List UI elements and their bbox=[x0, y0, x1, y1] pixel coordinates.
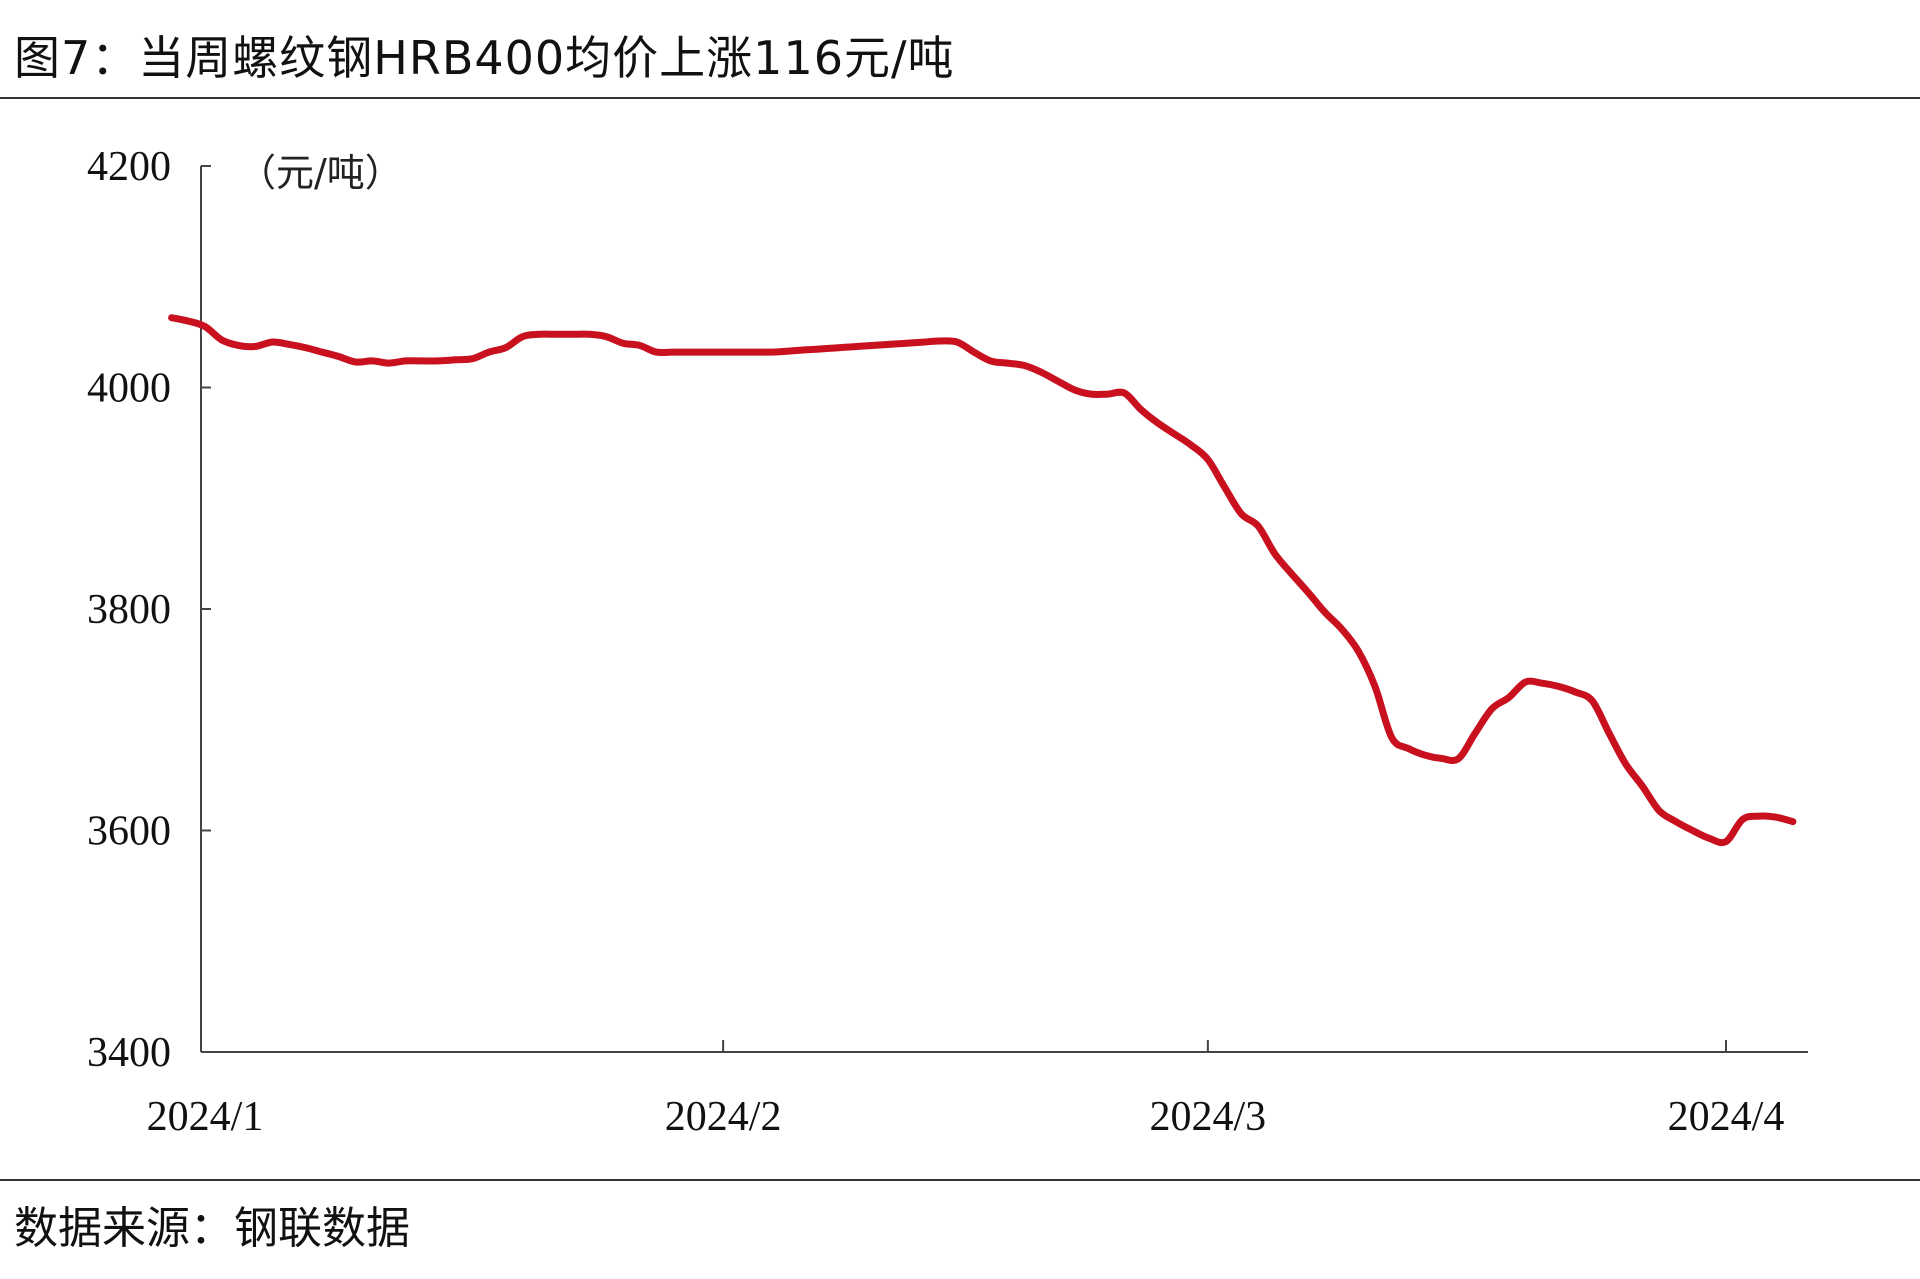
chart-ticks: 4200 4000 3800 3600 3400 （元/吨） 2024/1 2024/2 202… bbox=[87, 144, 1784, 1140]
chart-plot bbox=[168, 314, 1797, 847]
line-chart: 4200 4000 3800 3600 3400 （元/吨） 2024/1 2024/2 202… bbox=[87, 144, 1808, 1140]
y-axis-unit-label: （元/吨） bbox=[238, 151, 403, 195]
x-tick-label: 2024/2 bbox=[665, 1094, 782, 1140]
x-tick-label: 2024/4 bbox=[1668, 1094, 1785, 1140]
chart-axes bbox=[200, 166, 1808, 1053]
price-series-line bbox=[168, 314, 1797, 847]
y-tick-label: 3600 bbox=[87, 809, 171, 855]
y-tick-label: 3400 bbox=[87, 1030, 171, 1076]
title-divider bbox=[0, 97, 1920, 99]
source-divider bbox=[0, 1179, 1920, 1181]
y-tick-label: 3800 bbox=[87, 587, 171, 633]
chart-title: 图7：当周螺纹钢HRB400均价上涨116元/吨 bbox=[14, 31, 955, 85]
y-tick-label: 4000 bbox=[87, 366, 171, 412]
x-tick-label: 2024/1 bbox=[147, 1094, 264, 1140]
data-source-note: 数据来源：钢联数据 bbox=[14, 1203, 410, 1254]
y-tick-label: 4200 bbox=[87, 144, 171, 190]
x-tick-label: 2024/3 bbox=[1150, 1094, 1267, 1140]
